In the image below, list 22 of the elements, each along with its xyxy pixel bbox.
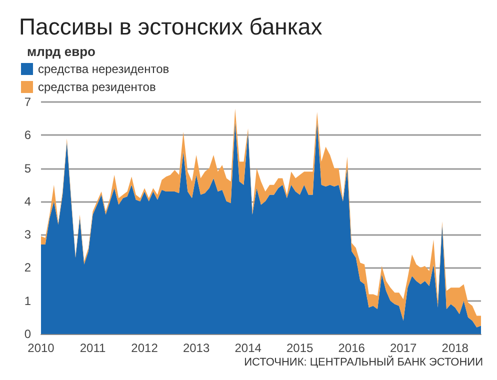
text: ИСТОЧНИК: ЦЕНТРАЛЬНЫЙ БАНК ЭСТОНИИ (244, 356, 484, 368)
y-tick-label: 2 (24, 260, 32, 275)
y-tick-label: 1 (24, 294, 32, 308)
x-tick-label: 2016 (338, 341, 366, 355)
x-tick-label: 2013 (182, 341, 210, 355)
x-tick-label: 2015 (286, 341, 314, 355)
x-tick-label: 2012 (131, 341, 158, 355)
x-tick-label: 2014 (234, 341, 262, 355)
chart-subtitle: млрд евро (27, 44, 96, 59)
y-tick-label: 3 (24, 228, 32, 242)
y-tick-label: 5 (24, 161, 32, 176)
x-tick-label: 2011 (80, 341, 106, 355)
y-tick-label: 0 (24, 327, 32, 341)
x-tick-label: 2017 (390, 341, 418, 355)
x-tick-label: 2010 (28, 341, 55, 355)
y-tick-label: 7 (24, 95, 32, 109)
legend-label: средства резидентов (38, 80, 156, 94)
y-tick-label: 4 (24, 194, 32, 208)
legend-label: средства нерезидентов (38, 62, 170, 76)
x-tick-label: 2018 (442, 341, 469, 355)
y-tick-label: 6 (24, 128, 32, 142)
chart-title: Пассивы в эстонских банках (19, 14, 323, 40)
